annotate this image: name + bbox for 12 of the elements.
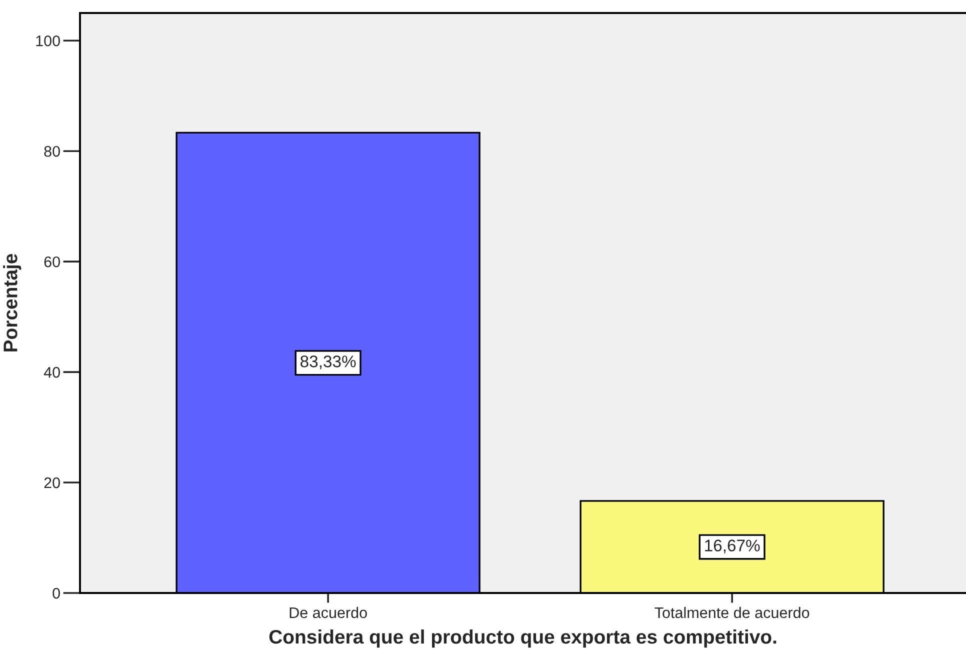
data-label: 16,67% bbox=[705, 540, 760, 554]
data-label: 83,33% bbox=[300, 356, 356, 370]
x-tick-label: Totalmente de acuerdo bbox=[654, 606, 810, 618]
y-tick-label: 0 bbox=[52, 588, 60, 599]
y-tick-label: 20 bbox=[44, 477, 60, 488]
y-tick-label: 100 bbox=[36, 35, 60, 46]
y-tick-label: 40 bbox=[44, 366, 60, 378]
x-axis-title: Considera que el producto que exporta es competitivo. bbox=[269, 629, 776, 648]
y-tick-label: 80 bbox=[44, 146, 60, 157]
y-tick-label: 60 bbox=[44, 256, 60, 268]
y-axis-title: Porcentaje bbox=[3, 254, 22, 352]
x-tick-label: De acuerdo bbox=[290, 606, 367, 618]
